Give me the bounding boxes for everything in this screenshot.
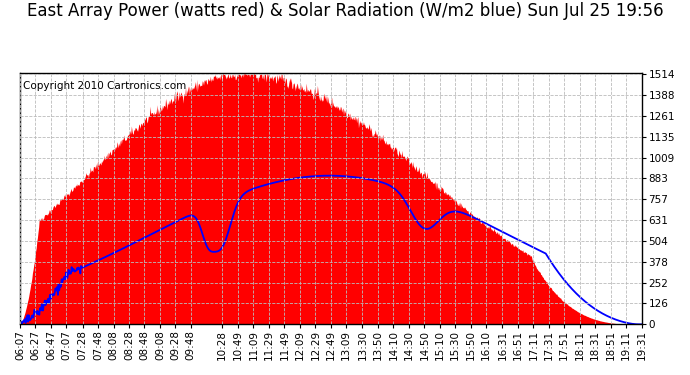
- Text: Copyright 2010 Cartronics.com: Copyright 2010 Cartronics.com: [23, 81, 186, 91]
- Text: East Array Power (watts red) & Solar Radiation (W/m2 blue) Sun Jul 25 19:56: East Array Power (watts red) & Solar Rad…: [27, 2, 663, 20]
